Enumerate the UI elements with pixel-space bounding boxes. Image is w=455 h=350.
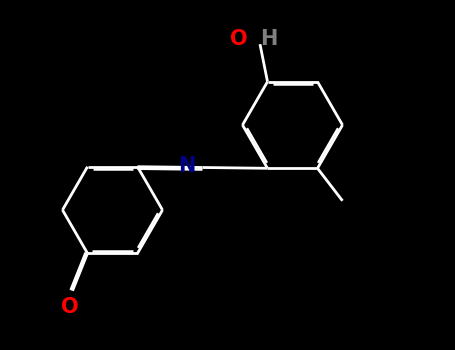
Text: N: N: [177, 156, 195, 176]
Text: O: O: [61, 297, 79, 317]
Text: H: H: [260, 29, 278, 49]
Text: O: O: [230, 29, 248, 49]
